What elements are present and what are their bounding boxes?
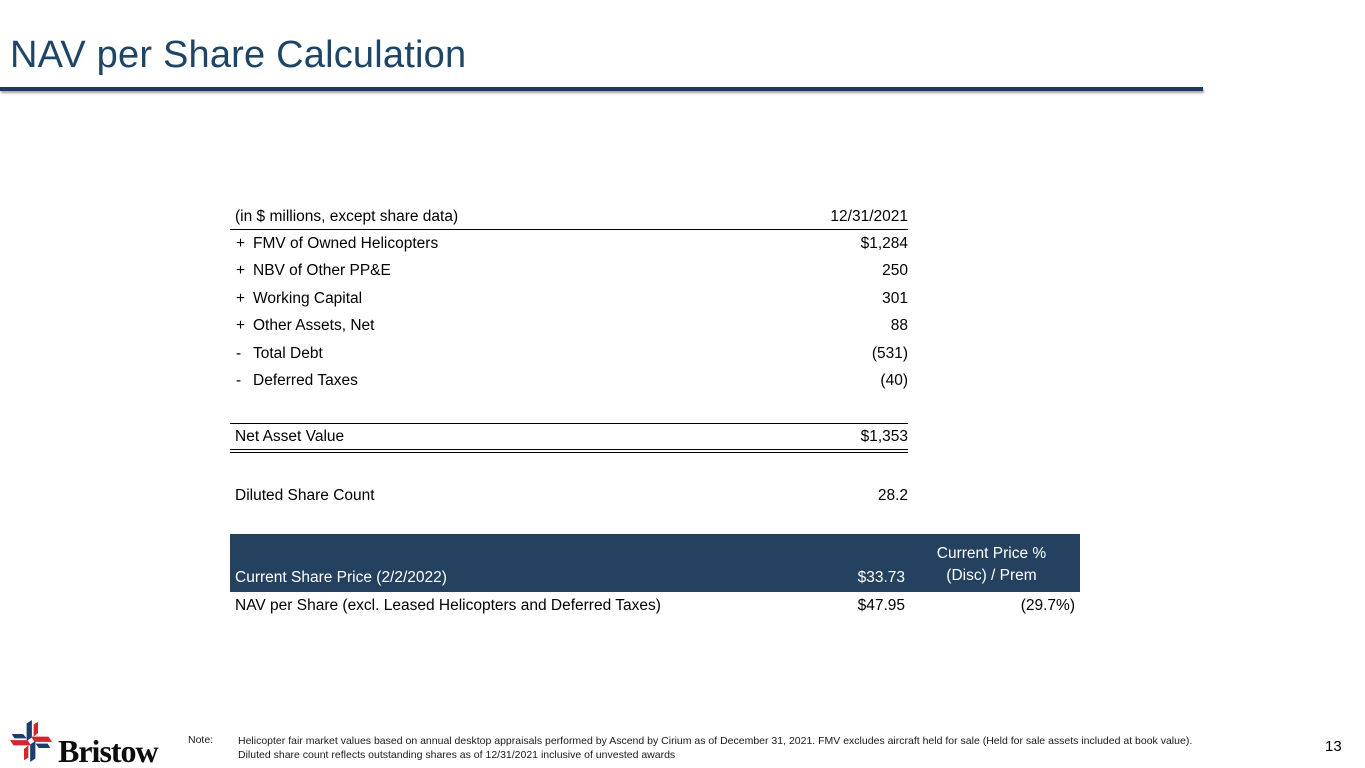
col3-header-line1: Current Price % — [936, 544, 1047, 562]
footnote-line2: Diluted share count reflects outstanding… — [238, 749, 676, 761]
col3-header-line2: (Disc) / Prem — [946, 566, 1037, 584]
row-label: FMV of Owned Helicopters — [253, 234, 439, 252]
row-operator: + — [236, 317, 246, 335]
row-operator: - — [236, 372, 242, 390]
table-header-label: (in $ millions, except share data) — [235, 207, 459, 225]
price-bar-col3-header: Current Price % (Disc) / Prem — [905, 543, 1080, 587]
title-underline — [0, 87, 1203, 91]
diluted-value: 28.2 — [877, 486, 908, 504]
table-row: + Working Capital 301 — [230, 285, 908, 313]
spacer — [230, 510, 1080, 534]
row-value: (531) — [871, 344, 908, 362]
total-value: $1,353 — [860, 427, 908, 445]
spacer — [230, 395, 1080, 423]
page-title: NAV per Share Calculation — [10, 34, 467, 76]
row-value: 88 — [890, 317, 908, 335]
footnote: Helicopter fair market values based on a… — [238, 734, 1192, 762]
table-header-date: 12/31/2021 — [830, 207, 908, 225]
spacer — [230, 453, 1080, 482]
diluted-label: Diluted Share Count — [235, 486, 375, 504]
net-asset-value-row: Net Asset Value $1,353 — [230, 423, 908, 453]
price-bar-value: $33.73 — [857, 568, 905, 586]
footnote-line1: Helicopter fair market values based on a… — [238, 735, 1193, 747]
row-operator: - — [236, 344, 242, 362]
row-label: Total Debt — [253, 344, 323, 362]
bristow-rotor-icon — [10, 716, 52, 768]
row-value: (40) — [880, 372, 908, 390]
row-value: 301 — [882, 289, 908, 307]
row-operator: + — [236, 262, 246, 280]
page-number: 13 — [1325, 738, 1342, 755]
nav-share-discount: (29.7%) — [1020, 597, 1075, 614]
nav-per-share-row: NAV per Share (excl. Leased Helicopters … — [230, 592, 1080, 621]
table-header-row: (in $ millions, except share data) 12/31… — [230, 204, 908, 230]
current-share-price-bar: Current Share Price (2/2/2022) $33.73 Cu… — [230, 533, 1080, 592]
row-value: 250 — [882, 262, 908, 280]
table-row: + NBV of Other PP&E 250 — [230, 258, 908, 286]
table-row: + Other Assets, Net 88 — [230, 313, 908, 341]
table-row: - Total Debt (531) — [230, 340, 908, 368]
row-label: Deferred Taxes — [253, 372, 358, 390]
bristow-logo: Bristow — [10, 716, 159, 768]
table-row: + FMV of Owned Helicopters $1,284 — [230, 230, 908, 258]
total-label: Net Asset Value — [235, 427, 345, 445]
row-label: Other Assets, Net — [253, 317, 375, 335]
row-operator: + — [236, 234, 246, 252]
nav-share-value: $47.95 — [857, 597, 905, 614]
bristow-logo-text: Bristow — [58, 733, 159, 768]
row-value: $1,284 — [860, 234, 908, 252]
nav-share-label: NAV per Share (excl. Leased Helicopters … — [235, 597, 661, 614]
table-row: - Deferred Taxes (40) — [230, 368, 908, 396]
row-label: NBV of Other PP&E — [253, 262, 391, 280]
row-label: Working Capital — [253, 289, 363, 307]
diluted-share-count-row: Diluted Share Count 28.2 — [230, 482, 908, 510]
nav-calculation-table: (in $ millions, except share data) 12/31… — [230, 204, 1080, 621]
price-bar-label: Current Share Price (2/2/2022) — [235, 568, 447, 586]
note-label: Note: — [188, 734, 214, 746]
row-operator: + — [236, 289, 246, 307]
